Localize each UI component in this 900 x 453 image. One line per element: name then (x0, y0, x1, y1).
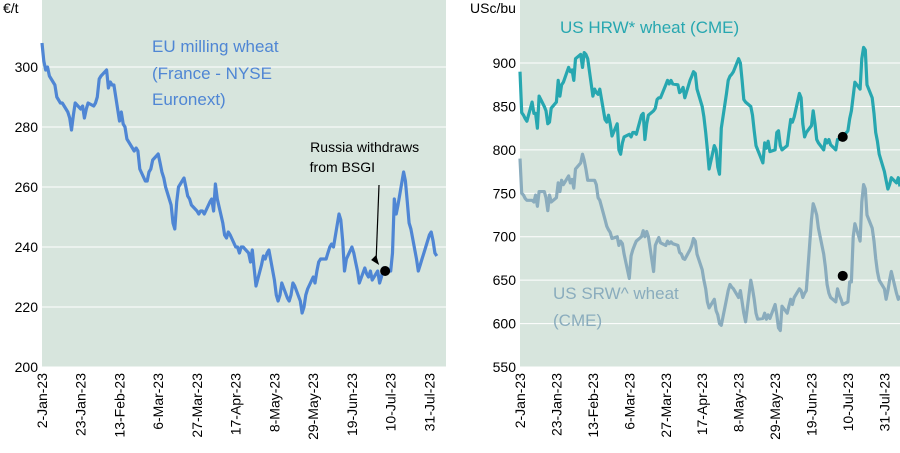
us-srw-wheat-line (518, 152, 900, 333)
x-tick-label: 10-Jul-23 (383, 373, 399, 432)
y-tick-label: 650 (493, 272, 517, 288)
eu-milling-wheat-label: EU milling wheat (France - NYSE Euronext… (152, 37, 283, 109)
x-tick-label: 6-Mar-23 (621, 373, 637, 430)
left-unit-label: €/t (3, 0, 19, 16)
x-tick-label: 31-Jul-23 (876, 373, 892, 432)
left-y-tick-labels: 200 220 240 260 280 300 (15, 59, 39, 375)
eu-label-line-1: EU milling wheat (152, 37, 279, 56)
x-tick-label: 31-Jul-23 (421, 373, 437, 432)
us-hrw-wheat-label: US HRW* wheat (CME) (560, 18, 739, 37)
x-tick-label: 8-May-23 (266, 373, 282, 432)
annotation-line-1: Russia withdraws (310, 139, 419, 155)
x-tick-label: 6-Mar-23 (150, 373, 166, 430)
x-tick-label: 23-Jan-23 (73, 373, 89, 436)
x-tick-label: 2-Jan-23 (512, 373, 528, 428)
x-tick-label: 27-Mar-23 (658, 373, 674, 438)
x-tick-label: 2-Jan-23 (34, 373, 50, 428)
left-x-tick-labels: 2-Jan-23 23-Jan-23 13-Feb-23 6-Mar-23 27-Mar… (34, 373, 437, 440)
y-tick-label: 200 (15, 359, 39, 375)
x-tick-label: 13-Feb-23 (111, 373, 127, 438)
y-tick-label: 260 (15, 179, 39, 195)
y-tick-label: 240 (15, 239, 39, 255)
hrw-label-line-1: US HRW* wheat (CME) (560, 18, 739, 37)
x-tick-label: 10-Jul-23 (840, 373, 856, 432)
x-tick-label: 27-Mar-23 (189, 373, 205, 438)
x-tick-label: 13-Feb-23 (585, 373, 601, 438)
srw-event-marker (837, 270, 848, 281)
us-hrw-wheat-line (518, 45, 900, 191)
hrw-event-marker (837, 131, 848, 142)
x-tick-label: 29-May-23 (305, 373, 321, 440)
x-tick-label: 8-May-23 (731, 373, 747, 432)
annotation-arrow-head (371, 255, 380, 265)
y-tick-label: 600 (493, 316, 517, 332)
x-tick-label: 19-Jun-23 (804, 373, 820, 436)
y-tick-label: 800 (493, 142, 517, 158)
y-tick-label: 280 (15, 119, 39, 135)
y-tick-label: 900 (493, 55, 517, 71)
left-plot-area (42, 0, 446, 367)
eu-milling-wheat-line (40, 42, 439, 315)
y-tick-label: 220 (15, 299, 39, 315)
y-tick-label: 700 (493, 229, 517, 245)
annotation-line-2: from BSGI (310, 159, 375, 175)
eu-label-line-3: Euronext) (152, 90, 226, 109)
y-tick-label: 300 (15, 59, 39, 75)
x-tick-label: 17-Apr-23 (694, 373, 710, 435)
eu-label-line-2: (France - NYSE (152, 64, 272, 83)
right-x-tick-labels: 2-Jan-23 23-Jan-23 13-Feb-23 6-Mar-23 27-Mar… (512, 373, 892, 440)
eu-event-marker (380, 266, 391, 276)
y-tick-label: 850 (493, 98, 517, 114)
x-tick-label: 23-Jan-23 (548, 373, 564, 436)
x-tick-label: 19-Jun-23 (344, 373, 360, 436)
us-srw-wheat-label: US SRW^ wheat (CME) (553, 284, 684, 330)
russia-withdraws-annotation: Russia withdraws from BSGI (310, 139, 423, 175)
x-tick-label: 17-Apr-23 (228, 373, 244, 435)
right-unit-label: USc/bu (470, 0, 516, 16)
srw-label-line-1: US SRW^ wheat (553, 284, 679, 303)
y-tick-label: 750 (493, 185, 517, 201)
srw-label-line-2: (CME) (553, 311, 602, 330)
annotation-arrow (375, 184, 380, 261)
y-tick-label: 550 (493, 359, 517, 375)
x-tick-label: 29-May-23 (767, 373, 783, 440)
right-y-tick-labels: 550 600 650 700 750 800 850 900 (493, 55, 517, 375)
